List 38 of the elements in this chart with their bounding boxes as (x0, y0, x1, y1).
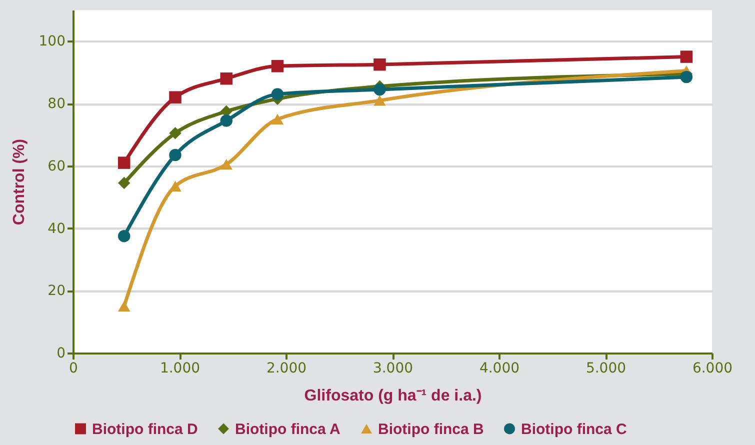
point (680, 50, 693, 63)
y-tick-label: 20 (48, 283, 66, 300)
legend-label: Biotipo finca A (235, 420, 340, 438)
y-tick-label: 0 (56, 346, 66, 362)
point (118, 176, 130, 190)
x-tick-label: 5.000 (586, 360, 626, 376)
point (374, 95, 386, 106)
point (118, 300, 130, 312)
point (271, 60, 284, 72)
legend-label: Biotipo finca B (378, 420, 484, 438)
y-axis-title: Control (%) (10, 138, 28, 226)
point (220, 114, 232, 127)
x-axis-title: Glifosato (g ha⁻¹ de i.a.) (304, 388, 482, 404)
point (220, 159, 232, 170)
legend-label: Biotipo finca C (521, 420, 627, 438)
point (220, 72, 232, 85)
x-tick-label: 6.000 (692, 360, 733, 376)
legend-label: Biotipo finca D (92, 420, 198, 438)
x-tick-label: 4.000 (479, 360, 520, 376)
point (169, 148, 182, 162)
point (680, 70, 693, 84)
point (374, 83, 386, 96)
y-tick-label: 80 (48, 96, 66, 112)
x-tick-label: 2.000 (266, 360, 307, 376)
point (271, 88, 284, 100)
x-tick-label: 0 (69, 360, 78, 376)
point (271, 114, 284, 124)
y-tick-label: 100 (38, 34, 66, 50)
point (169, 180, 182, 192)
point (169, 127, 182, 140)
point (118, 230, 130, 242)
y-tick-label: 60 (48, 158, 66, 174)
x-tick-label: 3.000 (372, 360, 414, 376)
point (118, 156, 130, 169)
point (374, 58, 386, 71)
point (169, 91, 182, 104)
y-tick-label: 40 (48, 220, 66, 237)
x-tick-label: 1.000 (160, 360, 200, 376)
